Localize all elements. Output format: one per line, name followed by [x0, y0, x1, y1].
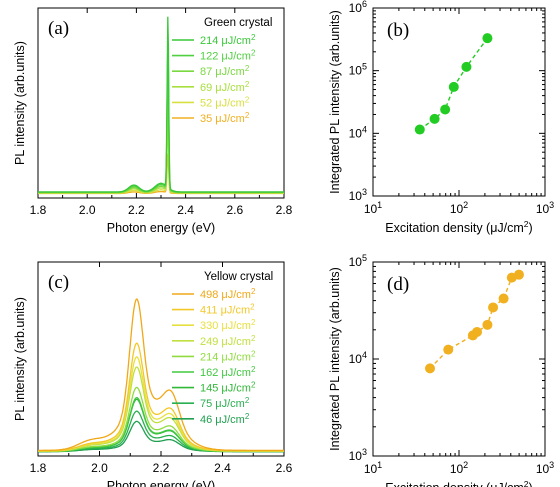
x-axis-label: Excitation density (μJ/cm2) — [385, 219, 532, 235]
y-tick-label: 104 — [349, 350, 367, 366]
legend-label: 122 μJ/cm2 — [200, 49, 256, 63]
legend-label: 52 μJ/cm2 — [200, 95, 250, 109]
legend-title: Green crystal — [204, 17, 272, 29]
spectra-group — [38, 16, 284, 195]
legend-label: 214 μJ/cm2 — [200, 33, 256, 47]
x-tick-label: 2.6 — [276, 461, 293, 475]
data-point — [472, 326, 483, 337]
legend-label: 35 μJ/cm2 — [200, 111, 250, 125]
legend-label: 46 μJ/cm2 — [200, 412, 250, 426]
spectrum-line — [38, 16, 284, 193]
x-axis-label: Excitation density (μJ/cm2) — [385, 479, 532, 487]
y-axis-label: Integrated PL intensity (arb.units) — [328, 267, 342, 451]
x-tick-label: 1.8 — [30, 461, 47, 475]
x-tick-label: 103 — [536, 460, 554, 476]
x-tick-label: 2.4 — [177, 203, 194, 217]
y-axis-label: Integrated PL intensity (arb.units) — [328, 10, 342, 194]
legend-label: 75 μJ/cm2 — [200, 396, 250, 410]
legend-label: 498 μJ/cm2 — [200, 287, 256, 301]
data-point — [448, 81, 459, 92]
y-tick-label: 105 — [349, 253, 367, 269]
data-point — [440, 104, 451, 115]
x-tick-label: 2.0 — [79, 203, 96, 217]
x-tick-label: 1.8 — [30, 203, 47, 217]
y-axis-label: PL intensity (arb.units) — [13, 41, 27, 165]
legend-label: 214 μJ/cm2 — [200, 349, 256, 363]
spectra-group — [38, 298, 284, 453]
x-tick-label: 102 — [450, 200, 468, 216]
x-tick-label: 103 — [536, 200, 554, 216]
data-point — [424, 363, 435, 374]
x-tick-label: 2.8 — [276, 203, 293, 217]
legend-label: 249 μJ/cm2 — [200, 334, 256, 348]
x-tick-label: 2.4 — [214, 461, 231, 475]
data-point — [498, 293, 509, 304]
data-point — [461, 61, 472, 72]
x-tick-label: 102 — [450, 460, 468, 476]
legend-label: 145 μJ/cm2 — [200, 381, 256, 395]
x-tick-label: 2.2 — [153, 461, 170, 475]
y-tick-label: 106 — [349, 0, 367, 15]
x-tick-label: 2.6 — [226, 203, 243, 217]
legend-label: 69 μJ/cm2 — [200, 80, 250, 94]
x-tick-label: 2.2 — [128, 203, 145, 217]
legend-label: 411 μJ/cm2 — [200, 303, 255, 317]
spectrum-line — [38, 366, 284, 452]
spectrum-line — [38, 396, 284, 453]
x-tick-label: 101 — [364, 460, 382, 476]
data-point — [488, 302, 499, 313]
spectrum-line — [38, 398, 284, 453]
legend-label: 162 μJ/cm2 — [200, 365, 256, 379]
data-point — [482, 319, 493, 330]
legend-label: 87 μJ/cm2 — [200, 64, 250, 78]
data-point — [414, 124, 425, 135]
spectrum-line — [38, 93, 284, 194]
legend-title: Yellow crystal — [204, 271, 273, 283]
spectrum-line — [38, 298, 284, 452]
data-point — [443, 344, 454, 355]
y-axis-label: PL intensity (arb.units) — [13, 297, 27, 421]
x-axis-label: Photon energy (eV) — [107, 479, 215, 487]
trend-line — [429, 274, 520, 369]
legend-label: 330 μJ/cm2 — [200, 318, 256, 332]
x-tick-label: 101 — [364, 200, 382, 216]
panel-label: (d) — [387, 274, 409, 295]
panel-label: (a) — [48, 18, 69, 39]
y-tick-label: 103 — [349, 187, 367, 203]
y-tick-label: 103 — [349, 447, 367, 463]
x-axis-label: Photon energy (eV) — [107, 221, 215, 235]
data-point — [482, 33, 493, 44]
y-tick-label: 105 — [349, 62, 367, 78]
data-point — [513, 269, 524, 280]
panel-label: (c) — [48, 272, 69, 293]
data-point — [429, 113, 440, 124]
y-tick-label: 104 — [349, 124, 367, 140]
x-tick-label: 2.0 — [91, 461, 108, 475]
panel-label: (b) — [387, 20, 409, 41]
